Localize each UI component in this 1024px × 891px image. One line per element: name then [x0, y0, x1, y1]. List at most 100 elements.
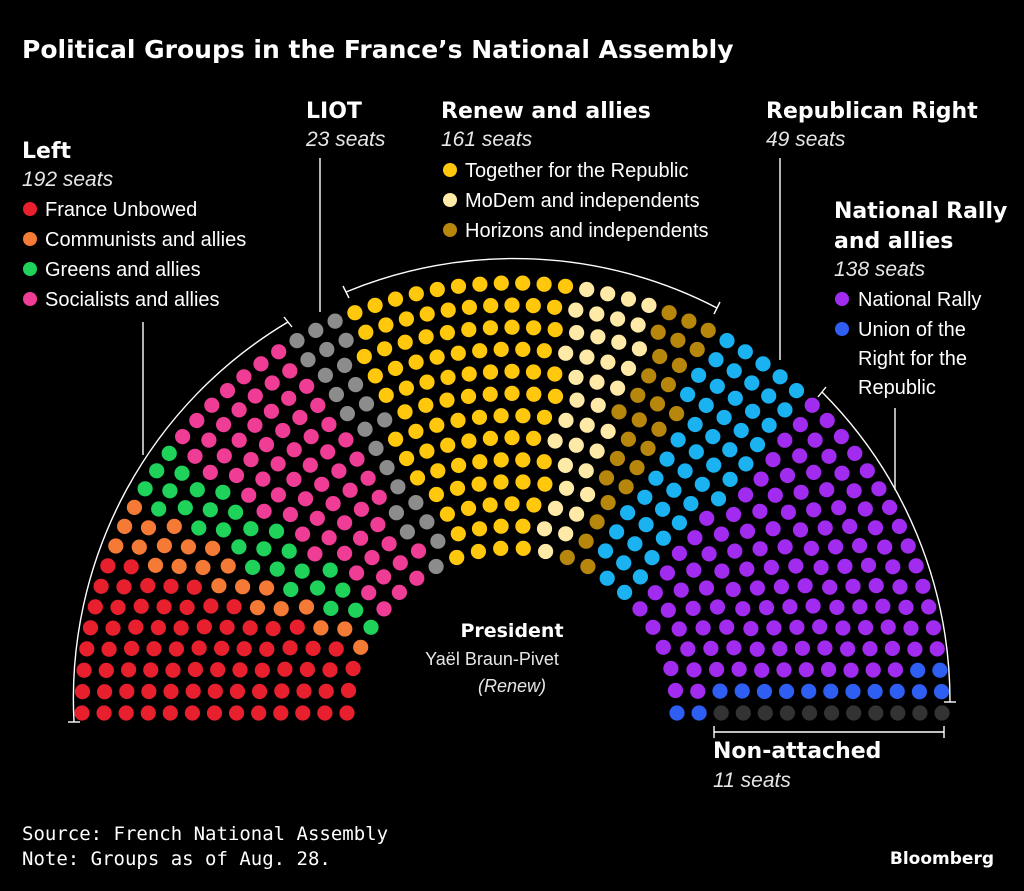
- seat-dot: [461, 322, 477, 338]
- seat-dot: [470, 543, 486, 560]
- seat-dot: [713, 705, 729, 721]
- seat-dot: [798, 662, 814, 678]
- seat-dot: [482, 386, 498, 402]
- seat-dot: [681, 313, 697, 329]
- seat-dot: [837, 558, 853, 575]
- seat-dot: [376, 601, 392, 617]
- legend-label: Union of the: [858, 319, 966, 341]
- seat-dot: [189, 482, 205, 498]
- seat-dot: [165, 662, 181, 678]
- seat-dot: [483, 298, 499, 314]
- seat-dot: [669, 705, 685, 721]
- seat-dot: [419, 374, 435, 390]
- seat-dot: [733, 422, 749, 439]
- legend-label: Communists and allies: [45, 229, 246, 251]
- seat-dot: [699, 510, 715, 526]
- seat-dot: [749, 641, 765, 657]
- seat-dot: [215, 522, 232, 538]
- seat-dot: [236, 641, 252, 657]
- seat-dot: [600, 495, 616, 511]
- seat-dot: [328, 641, 344, 657]
- seat-dot: [765, 521, 781, 537]
- seat-dot: [440, 369, 456, 385]
- seat-dot: [143, 662, 159, 678]
- seat-dot: [589, 443, 605, 459]
- seat-dot: [418, 397, 434, 413]
- seat-dot: [515, 474, 531, 490]
- seat-dot: [620, 360, 637, 376]
- liot-group-seats: 23 seats: [305, 128, 386, 151]
- national-rally-name: National Rally: [834, 199, 1007, 224]
- seat-dot: [206, 705, 223, 721]
- seat-dot: [536, 521, 553, 537]
- seat-dot: [345, 660, 361, 677]
- seat-dot: [598, 470, 615, 486]
- seat-dot: [847, 445, 863, 461]
- seat-dot: [219, 619, 235, 635]
- seat-dot: [788, 383, 805, 399]
- seat-dot: [235, 579, 251, 595]
- seat-dot: [558, 526, 574, 542]
- renew-bracket-arc: [345, 257, 718, 309]
- seat-dot: [471, 409, 488, 425]
- seat-dot: [264, 375, 280, 391]
- seat-dot: [793, 484, 809, 500]
- seat-dot: [482, 497, 498, 513]
- seat-dot: [644, 550, 660, 566]
- seat-dot: [610, 380, 626, 396]
- seat-dot: [756, 683, 773, 700]
- seat-dot: [689, 341, 705, 358]
- seat-dot: [629, 460, 645, 476]
- legend-label: Horizons and independents: [465, 220, 709, 242]
- seat-dot: [659, 451, 675, 467]
- seat-dot: [281, 390, 297, 406]
- left-group-name: Left: [22, 139, 72, 164]
- seat-dot: [253, 356, 269, 372]
- seat-dot: [242, 620, 258, 636]
- legend-swatch: [835, 322, 849, 336]
- seat-dot: [325, 496, 341, 512]
- seat-dot: [410, 543, 427, 559]
- seat-dot: [187, 448, 203, 464]
- legend-swatch: [835, 292, 849, 306]
- seat-dot: [450, 345, 466, 361]
- seat-dot: [428, 558, 444, 575]
- seat-dot: [708, 352, 724, 368]
- seat-dot: [801, 705, 818, 721]
- renew-bracket-tick: [713, 301, 721, 315]
- seat-dot: [892, 579, 908, 595]
- seat-dot: [660, 602, 676, 618]
- seat-dot: [93, 578, 109, 594]
- seat-dot: [493, 408, 509, 424]
- non-attached-name: Non-attached: [713, 739, 881, 764]
- seat-dot: [211, 578, 227, 594]
- non-attached-label: Non-attached 11 seats: [713, 739, 881, 792]
- seat-dot: [482, 430, 498, 446]
- seat-dot: [388, 431, 404, 447]
- seat-dot: [471, 521, 488, 537]
- seat-dot: [349, 451, 365, 467]
- legend-swatch: [443, 163, 457, 177]
- seat-dot: [360, 470, 376, 486]
- legend-label: France Unbowed: [45, 199, 197, 221]
- seat-dot: [133, 598, 149, 614]
- seat-dot: [660, 377, 677, 393]
- seat-dot: [688, 444, 704, 460]
- seat-dot: [934, 705, 950, 721]
- seat-dot: [801, 683, 817, 699]
- seat-dot: [547, 322, 563, 338]
- seat-dot: [460, 388, 477, 404]
- seat-dot: [611, 404, 627, 420]
- seat-dot: [450, 526, 466, 542]
- seat-dot: [752, 503, 768, 519]
- seat-dot: [348, 377, 364, 393]
- renew-group-label: Renew and allies 161 seats Together for …: [441, 99, 709, 242]
- seat-dot: [216, 448, 232, 464]
- seat-dot: [686, 562, 702, 578]
- legend-label: Socialists and allies: [45, 289, 220, 311]
- seat-dot: [698, 397, 714, 413]
- seat-dot: [846, 705, 862, 721]
- seat-dot: [744, 375, 760, 391]
- seat-dot: [667, 682, 684, 699]
- seat-dot: [620, 291, 637, 307]
